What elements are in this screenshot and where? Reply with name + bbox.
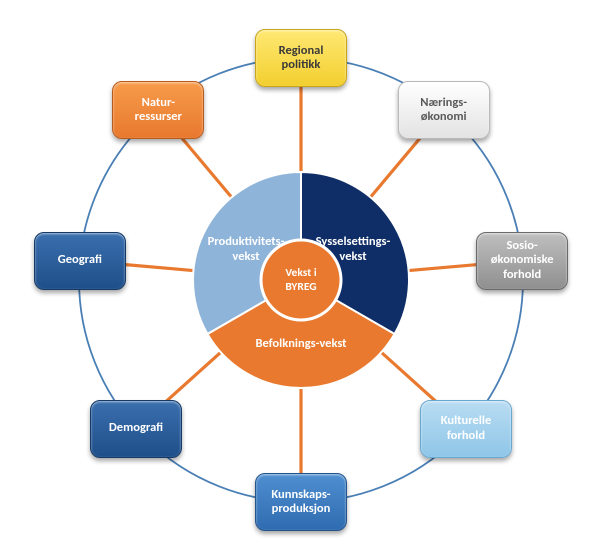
diagram-stage: Sysselsettings-vekstBefolknings-vekstPro…: [0, 0, 603, 545]
node-geografi: Geografi: [34, 232, 126, 290]
node-kulturelle-forhold: Kulturelleforhold: [420, 400, 512, 458]
node-regional-politikk: Regionalpolitikk: [255, 29, 347, 87]
center-circle: [261, 240, 341, 320]
node-demografi: Demografi: [90, 400, 182, 458]
node-narings-okonomi: Nærings-økonomi: [398, 81, 490, 139]
node-sosio-okonomiske: Sosio-økonomiskeforhold: [476, 232, 568, 290]
node-kunnskaps-produksjon: Kunnskaps-produksjon: [255, 473, 347, 531]
node-natur-ressurser: Natur-ressurser: [112, 81, 204, 139]
